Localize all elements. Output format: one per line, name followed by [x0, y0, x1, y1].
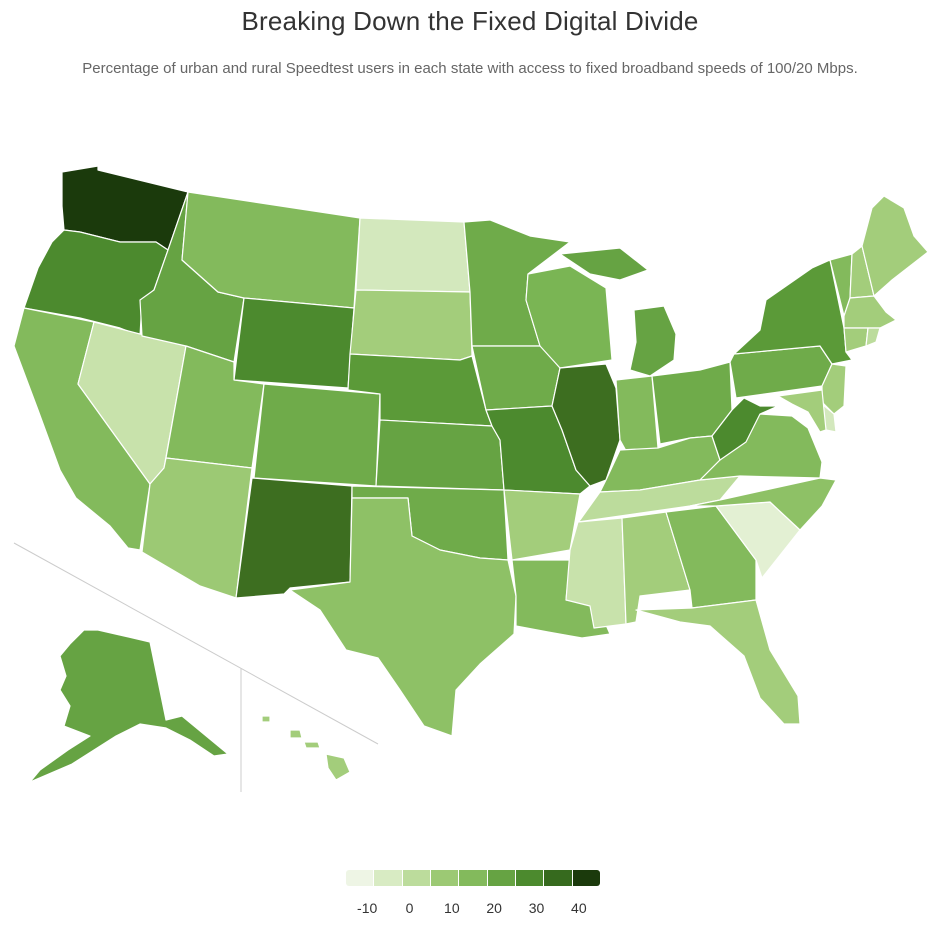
us-choropleth-map: Washington Oregon California Nevada Idah…: [13, 165, 929, 792]
state-illinois[interactable]: Illinois: [551, 363, 621, 487]
legend-tick-label: 20: [486, 900, 502, 916]
inset-divider-diagonal: [13, 542, 379, 745]
state-north-carolina[interactable]: North Carolina: [689, 477, 837, 531]
state-maine[interactable]: Maine: [861, 195, 929, 297]
state-michigan[interactable]: Michigan: [559, 247, 677, 377]
state-south-dakota[interactable]: South Dakota: [349, 289, 473, 361]
legend-tick-label: -10: [357, 900, 378, 916]
legend-swatch: [515, 870, 545, 886]
legend-tick-label: 10: [444, 900, 460, 916]
state-north-dakota[interactable]: North Dakota: [355, 217, 471, 293]
legend-swatch: [459, 870, 488, 886]
state-west-virginia[interactable]: West Virginia: [711, 397, 779, 461]
state-wisconsin[interactable]: Wisconsin: [525, 265, 613, 369]
state-wyoming[interactable]: Wyoming: [233, 297, 355, 389]
state-arizona[interactable]: Arizona: [141, 457, 253, 599]
legend-tick-label: 30: [528, 900, 545, 916]
state-maryland[interactable]: Maryland: [777, 389, 827, 433]
state-massachusetts[interactable]: Massachusetts: [843, 295, 897, 329]
state-texas[interactable]: Texas: [289, 497, 517, 737]
legend-ticks: -10 0 10 20 30 40: [346, 900, 600, 920]
state-rhode-island[interactable]: Rhode Island: [865, 327, 881, 347]
legend-swatch: [544, 870, 573, 886]
state-hawaii[interactable]: Hawaii: [261, 715, 351, 781]
state-alaska[interactable]: Alaska: [29, 629, 229, 783]
map-subtitle: Percentage of urban and rural Speedtest …: [82, 60, 858, 77]
legend-swatch: [374, 870, 403, 886]
legend-swatch: [402, 870, 431, 886]
legend-tick-label: 40: [571, 900, 587, 916]
state-new-mexico[interactable]: New Mexico: [235, 477, 353, 599]
state-connecticut[interactable]: Connecticut: [843, 327, 869, 353]
map-title: Breaking Down the Fixed Digital Divide: [241, 6, 699, 36]
state-indiana[interactable]: Indiana: [615, 375, 659, 459]
legend-swatch: [487, 870, 516, 886]
state-kansas[interactable]: Kansas: [375, 419, 505, 491]
legend-swatch: [346, 870, 375, 886]
legend-swatch: [572, 870, 600, 886]
state-colorado[interactable]: Colorado: [253, 383, 381, 487]
state-arkansas[interactable]: Arkansas: [503, 489, 581, 561]
state-florida[interactable]: Florida: [635, 599, 801, 725]
legend-tick-label: 0: [405, 900, 414, 916]
color-legend: -10 0 10 20 30 40: [346, 870, 600, 930]
legend-swatch: [430, 870, 460, 886]
state-iowa[interactable]: Iowa: [471, 345, 561, 411]
legend-color-scale: [346, 870, 600, 886]
